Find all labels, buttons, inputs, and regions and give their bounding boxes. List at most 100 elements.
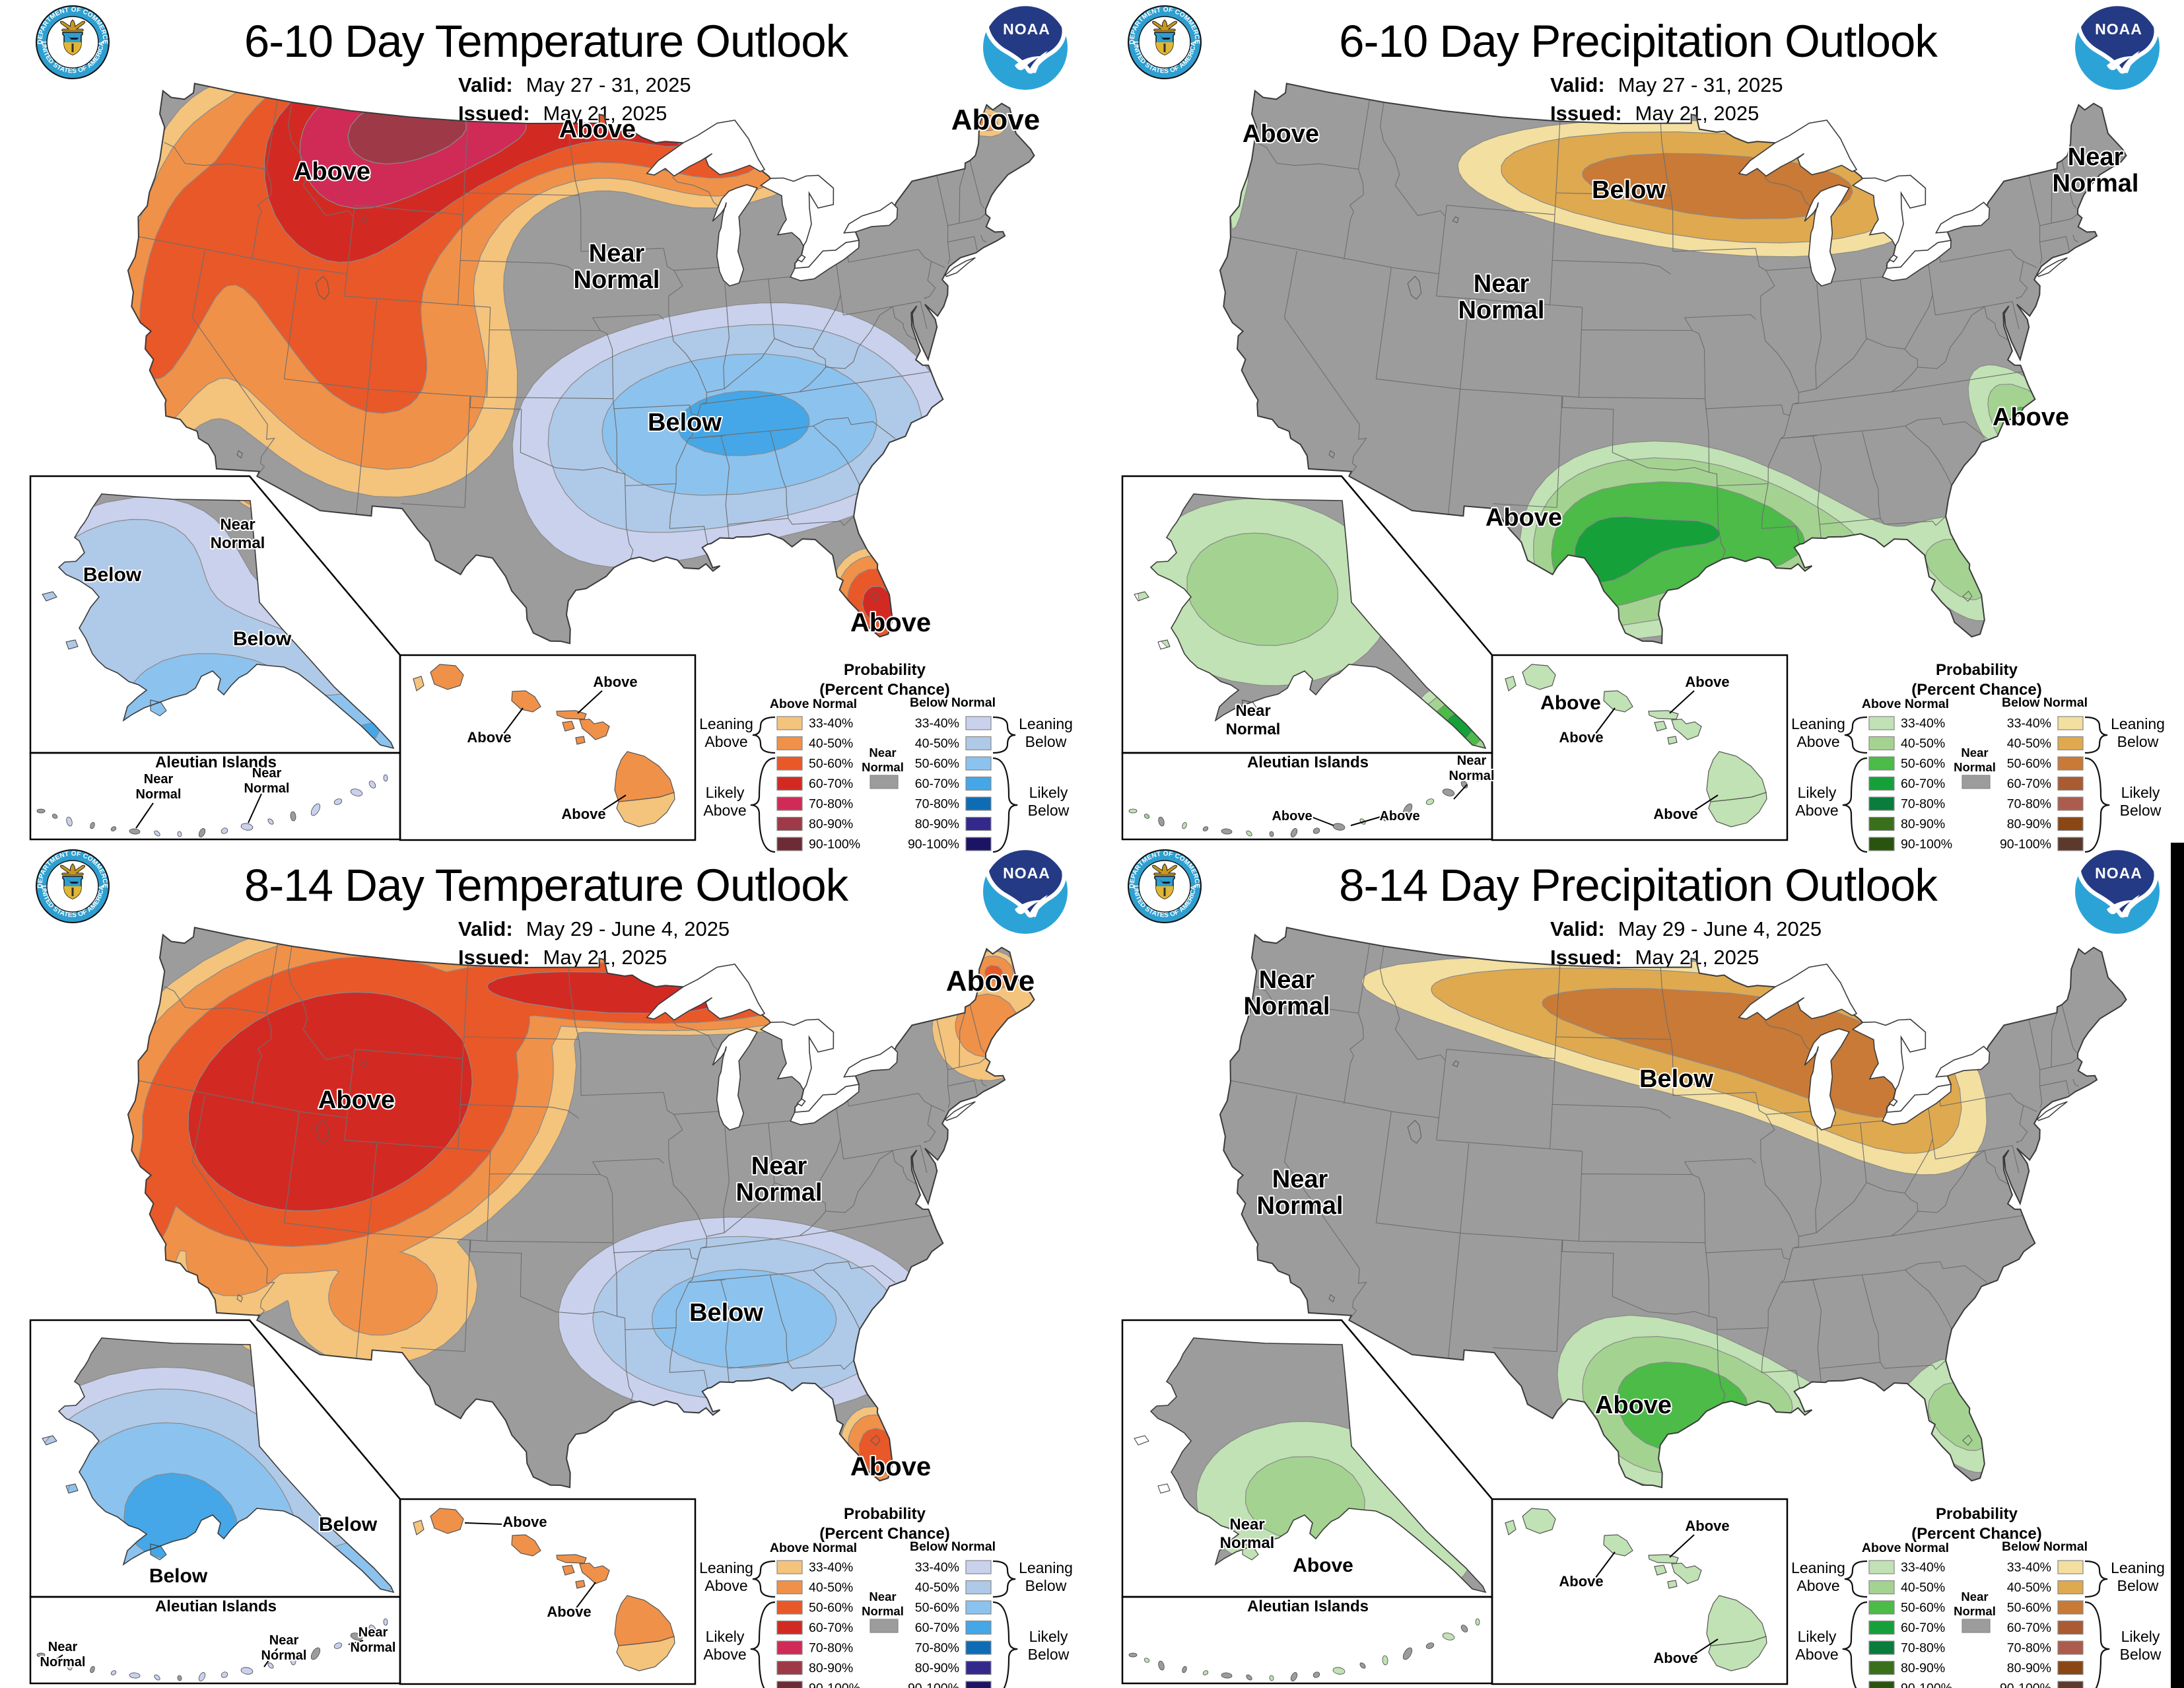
legend-likely-above: Likely xyxy=(706,1628,745,1645)
right-edge-bar xyxy=(2171,843,2184,1688)
legend-range-label: 80-90% xyxy=(915,817,959,831)
conus-map xyxy=(1219,83,2127,645)
map-shape xyxy=(1402,803,1413,816)
map-shape xyxy=(90,1666,95,1673)
legend-leaning-below2: Below xyxy=(1025,1577,1067,1594)
map-shape xyxy=(127,927,1035,1488)
map-shape xyxy=(1313,1671,1320,1678)
conus-map xyxy=(1219,927,2127,1489)
map-shape xyxy=(350,1633,363,1640)
map-shape xyxy=(221,1671,228,1678)
map-shape xyxy=(1313,827,1320,834)
map-shape xyxy=(464,1522,502,1525)
legend-likely-above2: Above xyxy=(1795,802,1838,819)
legend-swatch-above xyxy=(776,736,803,751)
legend-swatch-below xyxy=(2057,1681,2084,1688)
map-label: Above xyxy=(1685,1518,1729,1534)
legend-range-label: 90-100% xyxy=(1901,1681,1952,1688)
map-shape xyxy=(992,1560,1016,1598)
legend-above-header: Above Normal xyxy=(1862,1541,1949,1555)
legend-range-label: 70-80% xyxy=(2007,1641,2051,1656)
noaa-logo xyxy=(2075,5,2160,90)
issued-line: Issued: May 21, 2025 xyxy=(1550,946,1759,969)
map-shape xyxy=(1221,828,1233,835)
map-shape xyxy=(1350,816,1383,826)
map-label: Near xyxy=(358,1625,388,1640)
map-label: Above xyxy=(1559,1573,1603,1590)
valid-line: Valid: May 29 - June 4, 2025 xyxy=(458,917,730,940)
legend-swatch-below xyxy=(965,716,992,730)
map-title: 8-14 Day Temperature Outlook xyxy=(244,860,849,911)
legend-swatch-above xyxy=(1868,776,1895,791)
aleutian-title: Aleutian Islands xyxy=(1247,1598,1369,1615)
legend-range-label: 60-70% xyxy=(809,1621,853,1635)
legend-range-label: 50-60% xyxy=(2007,757,2051,771)
map-shape xyxy=(1842,757,1868,853)
issued-line: Issued: May 21, 2025 xyxy=(458,946,667,969)
legend-range-label: 50-60% xyxy=(809,757,853,771)
map-shape xyxy=(579,719,610,740)
map-label: Near xyxy=(1457,754,1487,768)
map-shape xyxy=(1671,719,1702,740)
legend-likely-below2: Below xyxy=(1028,802,1070,819)
legend-above-header: Above Normal xyxy=(1862,697,1949,711)
map-label: Near xyxy=(1235,702,1270,720)
legend-likely-above2: Above xyxy=(703,1646,746,1663)
legend-swatch-below xyxy=(965,1640,992,1655)
map-shape xyxy=(36,1652,46,1658)
map-shape xyxy=(616,1636,675,1671)
legend-range-label: 40-50% xyxy=(1901,1580,1945,1595)
map-label: Above xyxy=(467,729,511,746)
map-shape xyxy=(413,1520,425,1535)
legend-title: Probability xyxy=(844,661,926,679)
map-shape xyxy=(1842,1601,1868,1688)
map-shape xyxy=(1844,1560,1868,1598)
map-label: Near xyxy=(589,240,645,267)
map-label: Above xyxy=(294,158,370,186)
legend-subtitle: (Percent Chance) xyxy=(1911,1525,2041,1543)
map-label: Above xyxy=(547,1603,591,1620)
map-shape xyxy=(177,1675,182,1681)
map-shape xyxy=(350,789,363,796)
map-shape xyxy=(413,676,425,691)
map-shape xyxy=(333,1642,343,1649)
valid-value: May 27 - 31, 2025 xyxy=(1618,73,1783,96)
hawaii-inset xyxy=(413,1508,675,1671)
legend-leaning-above2: Above xyxy=(1796,1577,1839,1594)
legend-range-label: 40-50% xyxy=(2007,736,2051,751)
legend-range-label: 80-90% xyxy=(2007,817,2051,831)
legend-near-label2: Normal xyxy=(862,1604,904,1618)
legend-swatch-below xyxy=(2057,1640,2084,1655)
legend-range-label: 80-90% xyxy=(1901,817,1945,831)
map-shape xyxy=(1136,494,1485,748)
map-shape xyxy=(127,83,1035,644)
legend-range-label: 90-100% xyxy=(809,1681,860,1688)
map-shape xyxy=(1689,1638,1719,1658)
map-shape xyxy=(1425,1642,1435,1649)
map-label: Near xyxy=(1474,270,1530,298)
map-shape xyxy=(575,1582,596,1609)
legend-range-label: 80-90% xyxy=(809,1661,853,1675)
map-label: Normal xyxy=(211,534,265,552)
legend-swatch-above xyxy=(1868,736,1895,751)
legend-below-header: Below Normal xyxy=(910,695,996,710)
legend-swatch-above xyxy=(776,796,803,811)
map-shape xyxy=(1574,516,1721,583)
map-shape xyxy=(129,1672,141,1679)
legend-range-label: 90-100% xyxy=(2000,837,2051,852)
valid-line: Valid: May 27 - 31, 2025 xyxy=(1550,73,1783,96)
legend-near-label2: Normal xyxy=(1954,760,1996,774)
map-shape xyxy=(579,1563,610,1584)
map-shape xyxy=(290,811,296,822)
map-label: Above xyxy=(559,116,636,143)
map-shape xyxy=(1689,794,1719,814)
legend-swatch-below xyxy=(965,756,992,771)
legend-range-label: 33-40% xyxy=(1901,1561,1945,1575)
legend-likely-above: Likely xyxy=(706,784,745,801)
map-label: Near xyxy=(1272,1166,1328,1193)
quadrant-0: 6-10 Day Temperature Outlook Valid: May 27… xyxy=(0,0,1092,853)
map-label: Above xyxy=(318,1086,395,1114)
map-shape xyxy=(1143,1658,1150,1663)
legend-swatch-above xyxy=(1868,756,1895,771)
legend-range-label: 60-70% xyxy=(915,1621,959,1635)
